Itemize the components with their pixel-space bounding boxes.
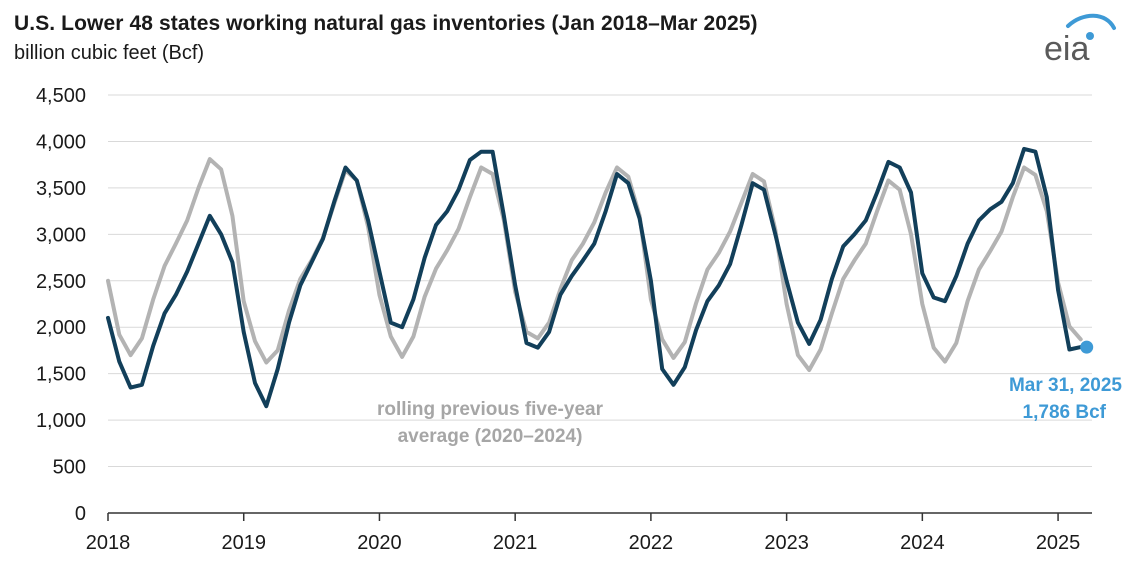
average-annotation-line1: rolling previous five-year: [377, 399, 604, 420]
chart-title: U.S. Lower 48 states working natural gas…: [14, 12, 758, 35]
endpoint-annotation-date: Mar 31, 2025: [1009, 375, 1122, 396]
y-tick-label: 4,000: [36, 131, 86, 153]
x-tick-label: 2020: [357, 532, 402, 554]
series-lines: [106, 146, 1094, 409]
x-tick-label: 2019: [221, 532, 266, 554]
logo-dot-icon: [1086, 32, 1094, 40]
inventory-line: [106, 146, 1083, 409]
average-annotation-line2: average (2020–2024): [398, 426, 583, 447]
x-tick-label: 2025: [1036, 532, 1081, 554]
x-tick-label: 2018: [86, 532, 131, 554]
endpoint-annotation-value: 1,786 Bcf: [1023, 402, 1107, 423]
y-tick-label: 3,500: [36, 178, 86, 200]
y-tick-label: 4,500: [36, 85, 86, 107]
y-tick-label: 0: [75, 503, 86, 525]
y-tick-label: 2,000: [36, 317, 86, 339]
x-tick-label: 2021: [493, 532, 538, 554]
y-tick-label: 1,500: [36, 364, 86, 386]
x-axis: [107, 512, 1092, 521]
logo-text: eia: [1044, 30, 1089, 68]
annotations: rolling previous five-year average (2020…: [377, 375, 1122, 447]
y-tick-label: 3,000: [36, 224, 86, 246]
eia-logo: eia: [1044, 13, 1116, 68]
x-tick-label: 2023: [764, 532, 809, 554]
y-axis-tick-labels: 0 500 1,000 1,500 2,000 2,500 3,000 3,500 4,000 4…: [36, 85, 86, 525]
chart-subtitle-units: billion cubic feet (Bcf): [14, 42, 205, 64]
y-tick-label: 2,500: [36, 271, 86, 293]
x-tick-label: 2022: [629, 532, 674, 554]
y-tick-label: 500: [53, 457, 86, 479]
logo-swoosh-icon: [1066, 13, 1116, 30]
x-tick-label: 2024: [900, 532, 945, 554]
y-tick-label: 1,000: [36, 410, 86, 432]
x-axis-tick-labels: 2018 2019 2020 2021 2022 2023 2024 2025: [86, 532, 1081, 554]
five-year-average-line: [106, 157, 1083, 372]
endpoint-marker: [1080, 340, 1094, 354]
